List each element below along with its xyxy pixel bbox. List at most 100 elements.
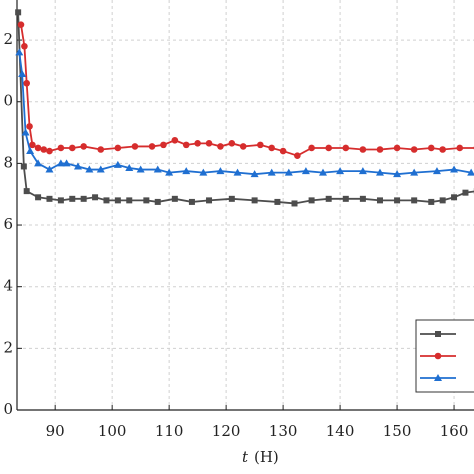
marker [34,144,42,152]
marker [148,143,156,150]
marker [257,141,264,149]
marker [92,194,99,201]
y-tick-label: 8 [3,153,13,171]
marker [40,146,48,153]
marker [308,144,315,152]
marker [97,146,105,153]
marker [46,147,53,155]
marker [394,197,401,204]
x-tick-label: 130 [269,422,298,440]
marker [126,197,133,204]
marker [96,165,105,173]
marker [21,128,30,136]
marker [301,167,310,175]
marker [410,168,419,176]
marker [165,168,174,176]
marker [171,195,178,202]
marker [15,9,22,16]
marker [325,195,332,202]
marker [228,195,235,202]
marker [125,164,134,172]
marker [23,79,30,87]
marker [26,123,33,130]
x-tick-label: 140 [326,422,355,440]
marker [182,167,191,175]
marker [376,197,383,204]
marker [57,197,64,204]
marker [435,331,441,337]
marker [268,144,276,152]
marker [171,136,179,144]
marker [428,198,435,205]
marker [154,198,161,205]
series-line [18,52,472,176]
marker [274,198,281,205]
marker [34,159,43,167]
marker [160,141,167,149]
marker [194,140,201,147]
marker [267,168,276,176]
marker [233,168,242,176]
y-tick-label: 0 [3,400,13,418]
marker [318,168,327,176]
marker [85,165,94,173]
marker [251,197,258,204]
marker [439,146,446,153]
marker [80,195,87,202]
marker [69,195,76,202]
marker [103,197,110,204]
marker [434,352,442,360]
marker [456,144,464,152]
marker [35,194,42,201]
marker [291,200,298,207]
marker [217,143,224,150]
x-tick-label: 150 [383,422,412,440]
marker [336,167,345,175]
marker [45,165,54,173]
y-tick-label: 2 [3,338,13,356]
marker [56,159,65,167]
marker [375,168,384,176]
marker [228,140,236,147]
marker [359,146,367,153]
marker [57,144,65,152]
marker [462,189,469,196]
marker [18,69,27,77]
marker [114,144,122,152]
marker [325,144,332,152]
x-tick-label: 90 [46,422,65,440]
marker [26,147,35,155]
marker [427,144,435,152]
marker [434,374,442,381]
y-tick-label: 4 [3,277,13,295]
x-tick-label: 160 [440,422,469,440]
marker [206,197,213,204]
marker [284,168,293,176]
marker [23,188,30,195]
marker [62,159,71,167]
marker [205,140,213,147]
marker [467,168,474,176]
marker [199,168,208,176]
marker [153,165,162,173]
marker [188,198,195,205]
marker [239,143,247,150]
marker [342,144,350,152]
marker [136,165,145,173]
marker [393,144,401,152]
series-line [17,12,474,205]
marker [279,147,287,155]
x-tick-label: 120 [212,422,241,440]
marker [17,21,25,28]
marker [250,170,259,178]
x-tick-label: 100 [98,422,127,440]
y-tick-label: 2 [3,30,13,48]
marker [216,167,225,175]
marker [46,195,53,202]
marker [376,146,384,153]
marker [393,170,402,178]
marker [73,162,82,170]
marker [439,197,446,204]
marker [131,143,139,150]
